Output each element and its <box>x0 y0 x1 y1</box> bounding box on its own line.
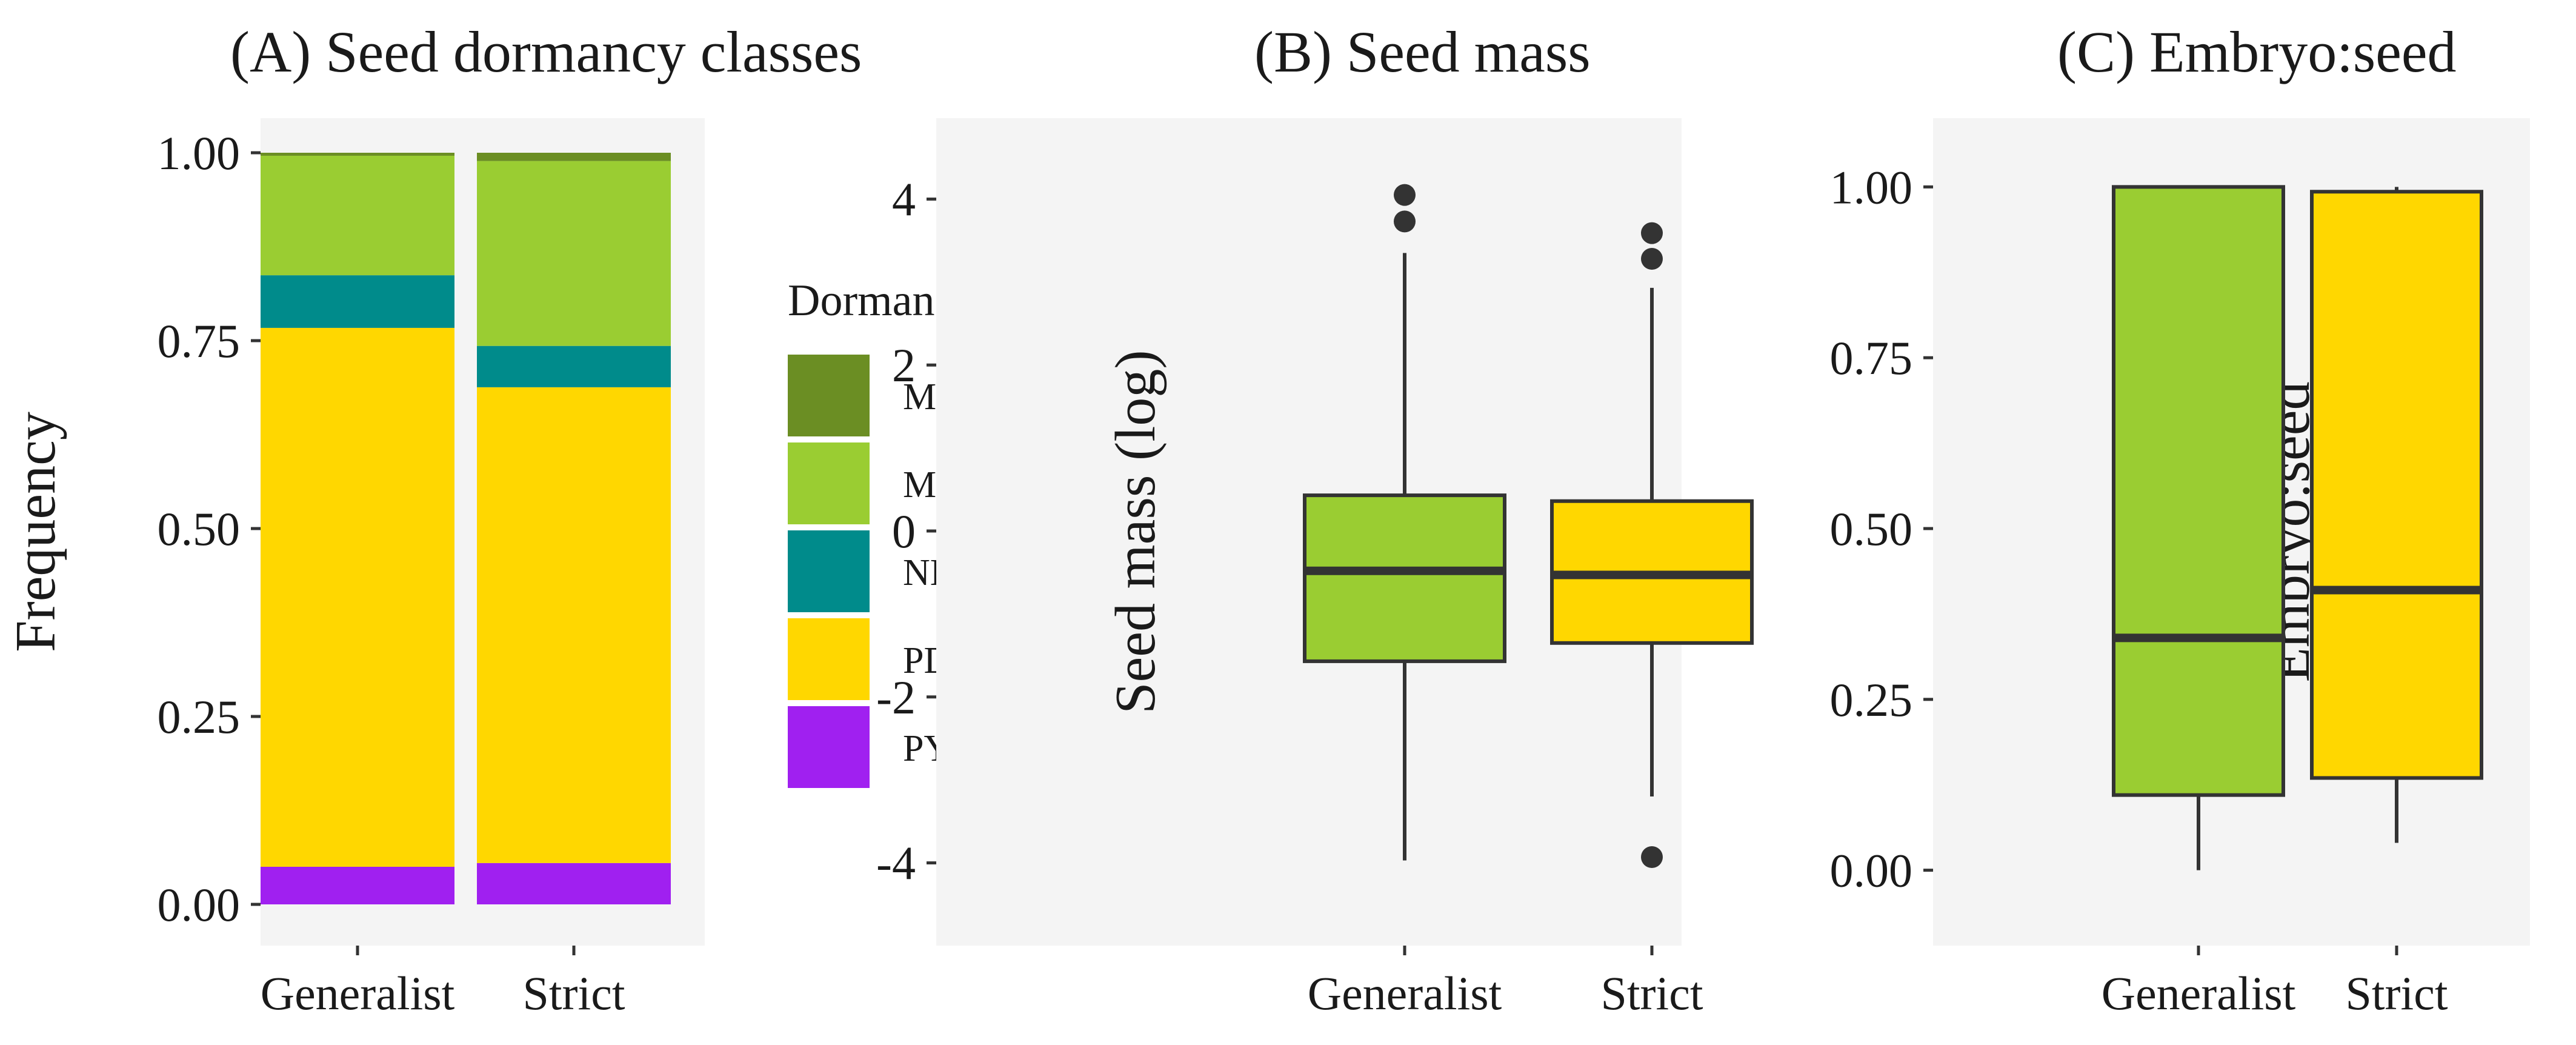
legend-swatch-md <box>788 355 870 436</box>
panel-a-x-tick-label-strict: Strict <box>523 967 625 1020</box>
bar-generalist-nd <box>261 275 454 328</box>
panel-b-y-tick-label: 4 <box>892 173 916 225</box>
panel-c-y-tick-label: 0.00 <box>1830 844 1913 897</box>
panel-b-y-tick-label: -2 <box>876 671 916 724</box>
panel-c-box-strict <box>2310 190 2483 780</box>
legend-swatch-nd <box>788 530 870 612</box>
panel-b-x-tick-label-generalist: Generalist <box>1308 967 1502 1020</box>
panel-b-box-generalist <box>1303 493 1506 663</box>
panel-c-title: (C) Embryo:seed <box>2057 19 2457 84</box>
panel-b-outlier-strict <box>1641 248 1663 270</box>
bar-strict-mpd <box>477 161 671 346</box>
panel-b-outlier-strict <box>1641 846 1663 868</box>
legend-swatch-mpd <box>788 442 870 524</box>
panel-c-y-tick-label: 0.75 <box>1830 332 1913 384</box>
panel-b-y-axis-label: Seed mass (log) <box>1104 350 1167 713</box>
bar-generalist-mpd <box>261 155 454 276</box>
bar-generalist-md <box>261 153 454 156</box>
panel-b-y-tick-label: 2 <box>892 339 916 392</box>
panel-b-x-tick-label-strict: Strict <box>1601 967 1703 1020</box>
panel-b-outlier-strict <box>1641 222 1663 244</box>
panel-a-y-tick-label: 0.25 <box>158 690 241 743</box>
panel-c-x-tick-label-strict: Strict <box>2346 967 2448 1020</box>
panel-b-seed-mass: (B) Seed mass -4 -2 0 2 4 Seed mass (log) Gener… <box>876 19 1754 1020</box>
bar-strict-pd <box>477 387 671 863</box>
panel-a-y-tick-label: 0.00 <box>158 878 241 931</box>
panel-a-y-tick-label: 0.50 <box>158 502 241 555</box>
panel-c-box-generalist <box>2112 185 2285 797</box>
panel-a-x-tick-label-generalist: Generalist <box>261 967 455 1020</box>
bar-strict-py <box>477 863 671 904</box>
panel-c-x-tick-label-generalist: Generalist <box>2102 967 2296 1020</box>
panel-c-embryo-seed: (C) Embryo:seed0.000.250.500.751.00Embry… <box>1830 19 2530 1020</box>
panel-a-title: (A) Seed dormancy classes <box>230 19 862 84</box>
panel-c-y-tick-label: 0.50 <box>1830 502 1913 555</box>
bar-strict-md <box>477 153 671 161</box>
bar-strict-nd <box>477 346 671 387</box>
panel-c-y-tick-label: 1.00 <box>1830 161 1913 213</box>
legend-swatch-py <box>788 706 870 788</box>
panel-a-seed-dormancy-classes: (A) Seed dormancy classes 0.00 0.25 0.50 0.7… <box>4 19 984 1020</box>
panel-b-y-tick-label: 0 <box>892 505 916 558</box>
panel-a-y-tick-label: 0.75 <box>158 315 241 367</box>
panel-b-title: (B) Seed mass <box>1254 19 1591 84</box>
panel-b-outlier-generalist <box>1394 184 1416 206</box>
bar-generalist-pd <box>261 327 454 867</box>
panel-a-y-tick-label: 1.00 <box>158 127 241 179</box>
panel-a-y-axis-label: Frequency <box>4 412 67 652</box>
panel-b-outlier-generalist <box>1394 210 1416 233</box>
bar-generalist-py <box>261 867 454 904</box>
panel-c-y-tick-label: 0.25 <box>1830 673 1913 726</box>
legend-swatch-pd <box>788 618 870 700</box>
panel-b-y-tick-label: -4 <box>876 837 916 890</box>
